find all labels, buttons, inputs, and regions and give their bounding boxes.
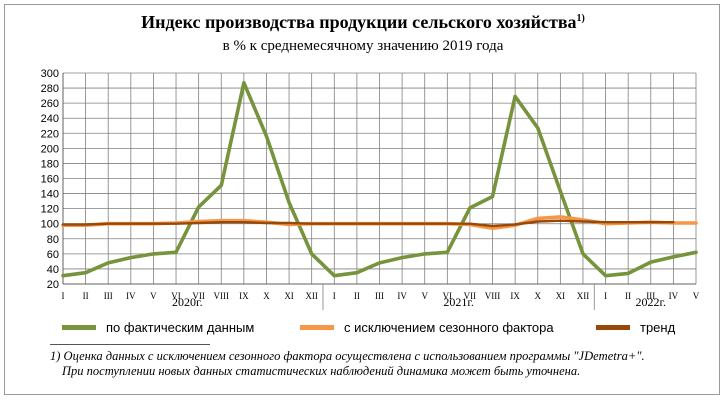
legend-label-seasonal: с исключением сезонного фактора bbox=[344, 319, 554, 335]
footnote: 1) Оценка данных с исключением сезонного… bbox=[50, 349, 710, 379]
x-tick-label: I bbox=[333, 291, 336, 301]
y-tick-label: 220 bbox=[41, 128, 59, 140]
x-tick-label: IX bbox=[239, 291, 249, 301]
x-tick-label: V bbox=[421, 291, 428, 301]
x-tick-label: XII bbox=[577, 291, 590, 301]
x-tick-label: VIII bbox=[485, 291, 501, 301]
x-tick-label: III bbox=[104, 291, 113, 301]
chart-title-text: Индекс производства продукции сельского … bbox=[141, 12, 577, 32]
x-tick-label: X bbox=[535, 291, 542, 301]
year-label: 2020г. bbox=[172, 295, 203, 309]
x-tick-label: XII bbox=[305, 291, 318, 301]
footnote-line-1: 1) Оценка данных с исключением сезонного… bbox=[50, 349, 645, 363]
y-tick-label: 20 bbox=[47, 279, 59, 291]
y-tick-label: 180 bbox=[41, 158, 59, 170]
x-tick-label: VI bbox=[443, 291, 453, 301]
y-tick-label: 100 bbox=[41, 219, 59, 231]
title-footnote-mark: 1) bbox=[576, 13, 585, 24]
x-tick-label: X bbox=[263, 291, 270, 301]
footnote-line-2: При поступлении новых данных статистичес… bbox=[62, 364, 581, 378]
y-tick-label: 140 bbox=[41, 189, 59, 201]
y-tick-label: 40 bbox=[47, 264, 59, 276]
x-tick-label: II bbox=[83, 291, 89, 301]
x-tick-label: I bbox=[62, 291, 65, 301]
y-tick-label: 160 bbox=[41, 174, 59, 186]
legend-item-actual: по фактическим данным bbox=[62, 316, 254, 338]
y-tick-label: 60 bbox=[47, 249, 59, 261]
series-line-actual bbox=[61, 81, 698, 278]
x-tick-label: VII bbox=[464, 291, 477, 301]
footnote-divider bbox=[50, 344, 210, 345]
y-tick-label: 280 bbox=[41, 83, 59, 95]
x-tick-label: VII bbox=[192, 291, 205, 301]
x-tick-label: VIII bbox=[214, 291, 230, 301]
year-label: 2022г. bbox=[635, 295, 666, 309]
chart-legend: по фактическим данным с исключением сезо… bbox=[0, 316, 726, 338]
y-tick-label: 260 bbox=[41, 98, 59, 110]
y-tick-label: 200 bbox=[41, 143, 59, 155]
series-line-trend bbox=[61, 219, 675, 228]
x-tick-label: IV bbox=[126, 291, 136, 301]
legend-swatch-seasonal bbox=[300, 324, 334, 330]
x-tick-label: XI bbox=[284, 291, 294, 301]
x-tick-label: III bbox=[375, 291, 384, 301]
x-tick-label: IV bbox=[669, 291, 679, 301]
x-tick-label: IV bbox=[397, 291, 407, 301]
y-tick-label: 300 bbox=[41, 68, 59, 80]
x-tick-label: II bbox=[625, 291, 631, 301]
chart-subtitle: в % к среднемесячному значению 2019 года bbox=[222, 38, 504, 54]
x-tick-label: I bbox=[604, 291, 607, 301]
legend-swatch-trend bbox=[596, 324, 630, 330]
year-label: 2021г. bbox=[443, 295, 474, 309]
legend-item-trend: тренд bbox=[596, 316, 675, 338]
chart-title: Индекс производства продукции сельского … bbox=[0, 12, 726, 33]
y-tick-label: 240 bbox=[41, 113, 59, 125]
legend-label-actual: по фактическим данным bbox=[106, 319, 255, 335]
x-tick-label: II bbox=[354, 291, 360, 301]
x-tick-label: IX bbox=[510, 291, 520, 301]
legend-label-trend: тренд bbox=[640, 319, 676, 335]
y-tick-label: 80 bbox=[47, 234, 59, 246]
y-tick-label: 120 bbox=[41, 204, 59, 216]
chart-frame bbox=[4, 4, 720, 395]
x-tick-label: III bbox=[646, 291, 655, 301]
legend-swatch-actual bbox=[62, 324, 96, 330]
x-tick-label: XI bbox=[556, 291, 566, 301]
legend-item-seasonal: с исключением сезонного фактора bbox=[300, 316, 554, 338]
x-tick-label: V bbox=[150, 291, 157, 301]
x-tick-label: V bbox=[693, 291, 700, 301]
x-tick-label: VI bbox=[171, 291, 181, 301]
